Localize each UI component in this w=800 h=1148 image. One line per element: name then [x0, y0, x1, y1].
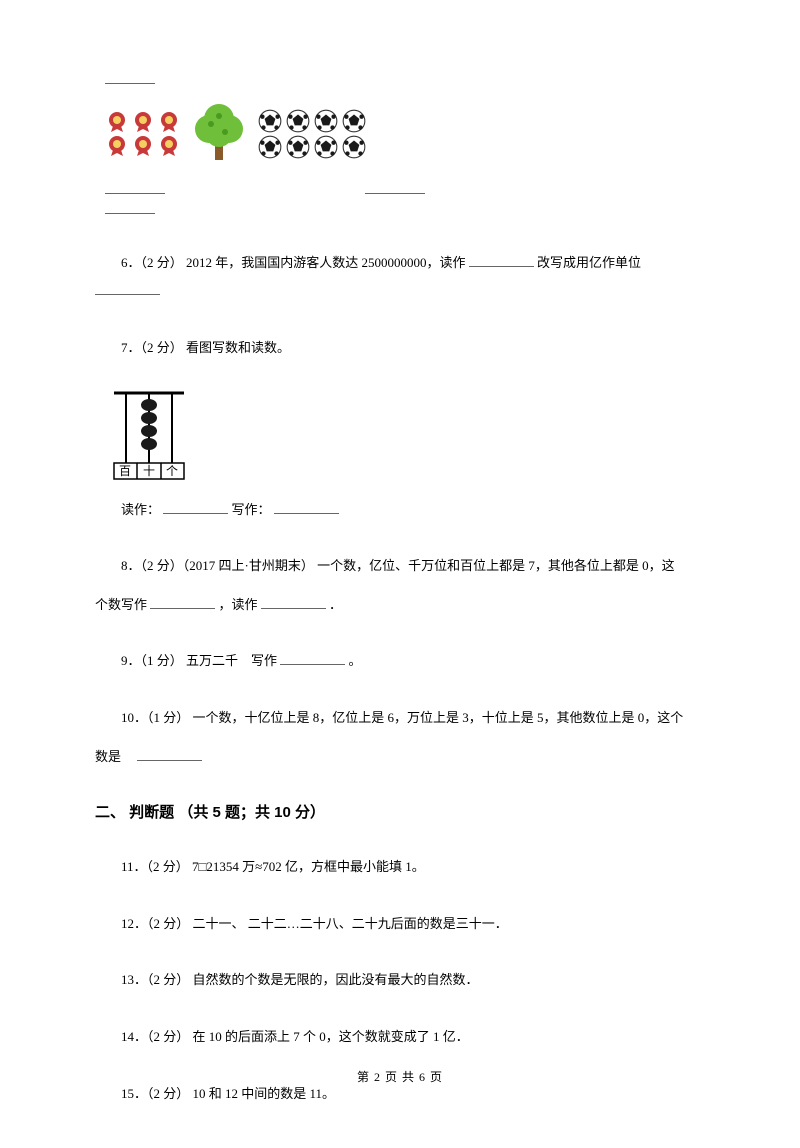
blank [95, 281, 160, 295]
mid-blank-row-2 [105, 200, 705, 221]
page-content: 6．（2 分） 2012 年，我国国内游客人数达 2500000000，读作 改… [0, 0, 800, 1148]
mid-blank-row [105, 180, 705, 194]
soccer-ball-icon [285, 108, 311, 134]
question-12: 12．（2 分） 二十一、 二十二…二十八、二十九后面的数是三十一． [95, 910, 705, 939]
rosette-icon [157, 110, 181, 134]
q9-text: 9．（1 分） 五万二千 写作 [121, 653, 277, 668]
q7-write-label: 写作： [232, 502, 271, 517]
rosette-icon [105, 134, 129, 158]
soccer-ball-icon [257, 108, 283, 134]
rosette-icon [131, 110, 155, 134]
question-9: 9．（1 分） 五万二千 写作 。 [95, 647, 705, 676]
blank [280, 651, 345, 665]
blank [163, 500, 228, 514]
blank [469, 253, 534, 267]
question-10-line2: 数是 [95, 743, 705, 772]
blank [105, 180, 165, 194]
question-7: 7．（2 分） 看图写数和读数。 [95, 334, 705, 363]
q7-text: 7．（2 分） 看图写数和读数。 [121, 340, 290, 355]
blank [150, 595, 215, 609]
q9-suffix: 。 [349, 653, 362, 668]
q7-answer-row: 读作： 写作： [95, 496, 705, 525]
balls-group [257, 108, 367, 158]
blank [365, 180, 425, 194]
rosette-icon [157, 134, 181, 158]
question-14: 14．（2 分） 在 10 的后面添上 7 个 0，这个数就变成了 1 亿． [95, 1023, 705, 1052]
blank [105, 70, 155, 84]
tree-icon [189, 104, 249, 162]
svg-text:百: 百 [119, 464, 131, 478]
blank [274, 500, 339, 514]
blank [261, 595, 326, 609]
soccer-ball-icon [257, 134, 283, 160]
question-10: 10．（1 分） 一个数，十亿位上是 8，亿位上是 6，万位上是 3，十位上是 … [95, 704, 705, 733]
soccer-ball-icon [341, 108, 367, 134]
illustration-row [105, 104, 705, 162]
q6-text: 6．（2 分） 2012 年，我国国内游客人数达 2500000000，读作 [121, 255, 466, 270]
q8-line1: 8．（2 分）（2017 四上·甘州期末） 一个数，亿位、千万位和百位上都是 7… [121, 558, 675, 573]
top-blank-row [105, 70, 705, 84]
svg-text:十: 十 [143, 464, 155, 478]
q6-mid: 改写成用亿作单位 [537, 255, 641, 270]
soccer-ball-icon [285, 134, 311, 160]
soccer-ball-icon [313, 134, 339, 160]
section-2-header: 二、 判断题 （共 5 题；共 10 分） [95, 801, 705, 825]
soccer-ball-icon [341, 134, 367, 160]
q10-line1: 10．（1 分） 一个数，十亿位上是 8，亿位上是 6，万位上是 3，十位上是 … [121, 710, 683, 725]
page-footer: 第 2 页 共 6 页 [0, 1068, 800, 1087]
blank [137, 747, 202, 761]
question-8: 8．（2 分）（2017 四上·甘州期末） 一个数，亿位、千万位和百位上都是 7… [95, 552, 705, 581]
question-13: 13．（2 分） 自然数的个数是无限的，因此没有最大的自然数． [95, 966, 705, 995]
rosette-icon [105, 110, 129, 134]
q10-l2a: 数是 [95, 749, 134, 764]
q8-l2b: ，读作 [219, 597, 258, 612]
q7-read-label: 读作： [121, 502, 160, 517]
q8-l2a: 个数写作 [95, 597, 147, 612]
abacus-figure: 百 十 个 [109, 385, 189, 480]
blank [105, 200, 155, 214]
rosettes-group [105, 110, 181, 156]
question-11: 11．（2 分） 7□21354 万≈702 亿，方框中最小能填 1。 [95, 853, 705, 882]
soccer-ball-icon [313, 108, 339, 134]
question-8-line2: 个数写作 ，读作 ． [95, 591, 705, 620]
rosette-icon [131, 134, 155, 158]
question-6: 6．（2 分） 2012 年，我国国内游客人数达 2500000000，读作 改… [95, 249, 705, 306]
svg-text:个: 个 [166, 464, 178, 478]
q8-l2c: ． [329, 597, 342, 612]
